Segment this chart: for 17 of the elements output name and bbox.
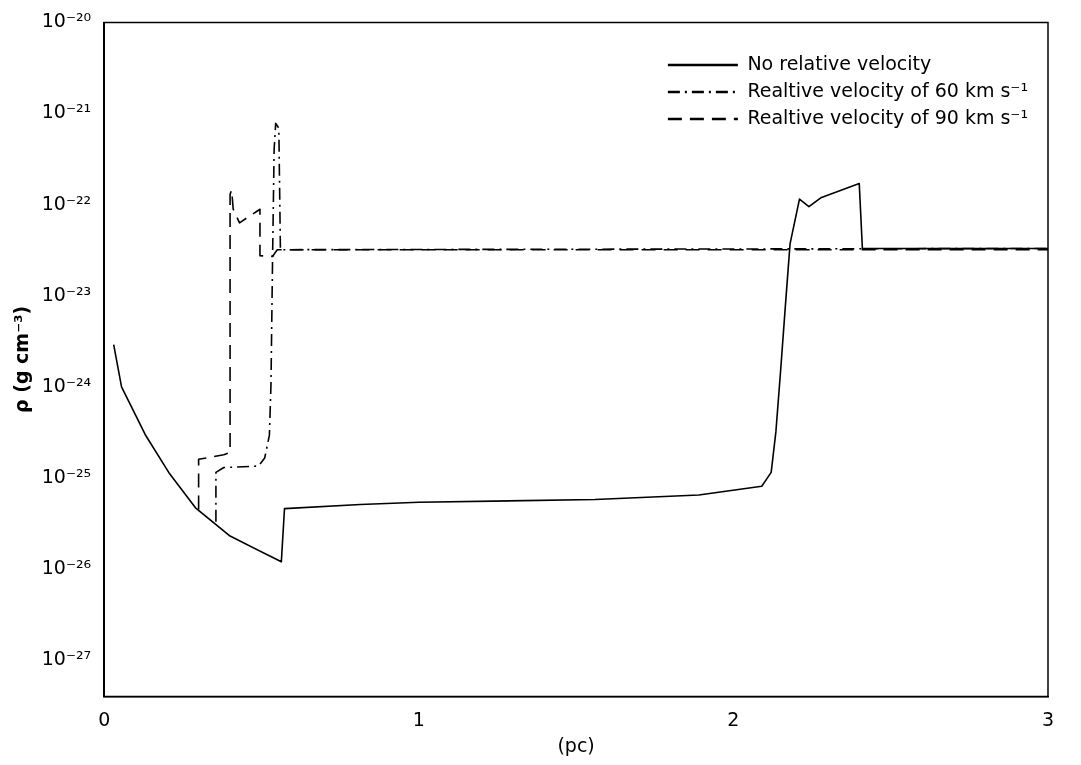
legend-label: No relative velocity — [747, 51, 932, 74]
y-tick-label: 10⁻²⁷ — [41, 647, 92, 670]
legend-label: Realtive velocity of 90 km s⁻¹ — [747, 105, 1028, 128]
y-tick-label: 10⁻²⁶ — [41, 555, 92, 578]
y-axis-title: ρ (g cm⁻³) — [10, 305, 33, 414]
legend-label: Realtive velocity of 60 km s⁻¹ — [747, 78, 1028, 101]
x-tick-label: 0 — [98, 707, 111, 730]
y-tick-label: 10⁻²⁰ — [41, 9, 92, 32]
y-tick-label: 10⁻²¹ — [41, 100, 92, 123]
y-tick-label: 10⁻²³ — [41, 282, 92, 305]
x-tick-label: 3 — [1041, 707, 1055, 730]
y-tick-label: 10⁻²² — [41, 191, 92, 214]
y-tick-label: 10⁻²⁴ — [41, 373, 92, 396]
y-tick-label: 10⁻²⁵ — [41, 464, 92, 487]
x-axis-title: (pc) — [557, 733, 595, 756]
x-tick-label: 2 — [727, 707, 740, 730]
x-tick-label: 1 — [412, 707, 425, 730]
